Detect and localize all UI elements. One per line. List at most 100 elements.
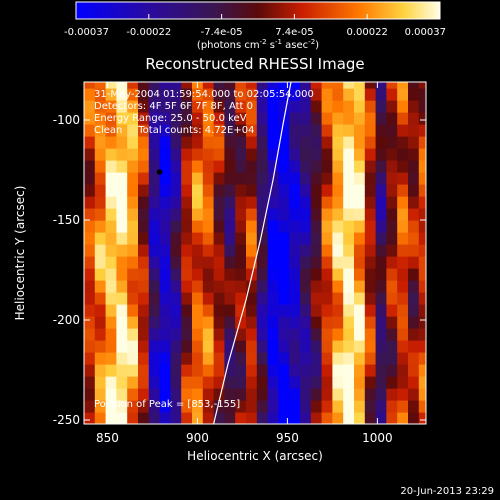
- heatmap-cell: [213, 244, 225, 257]
- heatmap-cell: [278, 412, 290, 424]
- heatmap-cell: [148, 112, 161, 125]
- heatmap-cell: [408, 316, 420, 329]
- heatmap-cell: [148, 232, 161, 245]
- heatmap-cell: [300, 316, 312, 329]
- heatmap-cell: [343, 280, 355, 293]
- heatmap-cell: [343, 340, 355, 353]
- heatmap-cell: [408, 292, 420, 305]
- heatmap-cell: [354, 400, 366, 413]
- heatmap-cell: [192, 220, 204, 233]
- heatmap-cell: [278, 232, 290, 245]
- info-line-clean: Clean Total counts: 4.72E+04: [94, 125, 254, 136]
- heatmap-cell: [343, 220, 355, 233]
- heatmap-cell: [105, 364, 117, 377]
- heatmap-cell: [202, 376, 215, 389]
- axis-ticks: 850 900 950 1000 -100 -150 -200 -250: [53, 82, 426, 445]
- heatmap-cell: [116, 112, 128, 125]
- heatmap-cell: [159, 184, 171, 197]
- heatmap-cell: [267, 100, 279, 113]
- heatmap-cell: [332, 136, 344, 149]
- heatmap-cell: [300, 340, 312, 353]
- heatmap-cell: [289, 112, 301, 125]
- heatmap-cell: [159, 88, 171, 101]
- heatmap-cell: [246, 340, 258, 353]
- heatmap-cell: [418, 400, 426, 413]
- heatmap-cell: [170, 304, 182, 317]
- heatmap-cell: [364, 304, 377, 317]
- heatmap-cell: [84, 412, 96, 424]
- heatmap-cell: [213, 268, 225, 281]
- heatmap-cell: [213, 136, 225, 149]
- heatmap-cell: [181, 316, 193, 329]
- heatmap-cell: [84, 316, 96, 329]
- heatmap-cell: [213, 232, 225, 245]
- heatmap-cell: [116, 196, 128, 209]
- heatmap-cell: [127, 304, 139, 317]
- y-tick-label: -100: [53, 113, 80, 127]
- heatmap-cell: [408, 376, 420, 389]
- heatmap-cell: [364, 136, 377, 149]
- heatmap-cell: [364, 280, 377, 293]
- heatmap-cell: [397, 388, 409, 401]
- heatmap-cell: [278, 400, 290, 413]
- heatmap-cell: [300, 184, 312, 197]
- heatmap-cell: [213, 376, 225, 389]
- heatmap-cell: [375, 208, 387, 221]
- heatmap-cell: [235, 304, 247, 317]
- heatmap-cell: [94, 82, 107, 89]
- heatmap-cell: [127, 172, 139, 185]
- heatmap-cell: [386, 388, 398, 401]
- heatmap-cell: [84, 364, 96, 377]
- heatmap-cell: [289, 268, 301, 281]
- heatmap-cell: [202, 148, 215, 161]
- heatmap-cell: [256, 100, 269, 113]
- heatmap-cell: [181, 148, 193, 161]
- heatmap-cell: [364, 376, 377, 389]
- heatmap-cell: [332, 184, 344, 197]
- heatmap-cell: [310, 280, 323, 293]
- heatmap-cell: [289, 352, 301, 365]
- heatmap-cell: [354, 82, 366, 89]
- heatmap-cell: [246, 292, 258, 305]
- heatmap-cell: [397, 220, 409, 233]
- heatmap-cell: [408, 136, 420, 149]
- heatmap-cell: [332, 82, 344, 89]
- heatmap-cell: [105, 160, 117, 173]
- heatmap-cell: [192, 340, 204, 353]
- heatmap-cell: [246, 148, 258, 161]
- heatmap-cell: [310, 196, 323, 209]
- heatmap-cell: [289, 388, 301, 401]
- heatmap-cell: [310, 100, 323, 113]
- heatmap-cell: [310, 136, 323, 149]
- heatmap-cell: [289, 196, 301, 209]
- heatmap-cell: [202, 160, 215, 173]
- colorbar: -0.00037 -0.00022 -7.4e-05 7.4e-05 0.00022 0.…: [64, 1, 446, 51]
- heatmap-cell: [170, 376, 182, 389]
- heatmap-cell: [94, 256, 107, 269]
- heatmap-cell: [235, 400, 247, 413]
- heatmap-cell: [375, 136, 387, 149]
- heatmap-cell: [375, 196, 387, 209]
- heatmap-cell: [332, 196, 344, 209]
- heatmap-cell: [116, 82, 128, 89]
- y-axis-label: Heliocentric Y (arcsec): [13, 186, 27, 321]
- heatmap-cell: [289, 220, 301, 233]
- heatmap-cell: [310, 340, 323, 353]
- heatmap-cell: [138, 268, 150, 281]
- heatmap-cell: [343, 412, 355, 424]
- heatmap-cell: [181, 328, 193, 341]
- heatmap-cell: [127, 316, 139, 329]
- heatmap-cell: [202, 400, 215, 413]
- heatmap-cell: [127, 82, 139, 89]
- heatmap-cell: [192, 88, 204, 101]
- heatmap-cell: [321, 352, 333, 365]
- heatmap-cell: [202, 232, 215, 245]
- heatmap-cell: [170, 112, 182, 125]
- heatmap-cell: [127, 256, 139, 269]
- heatmap-cell: [159, 340, 171, 353]
- heatmap-cell: [332, 388, 344, 401]
- heatmap-cell: [202, 340, 215, 353]
- colorbar-tick-label: 0.00022: [347, 27, 388, 38]
- heatmap-cell: [418, 100, 426, 113]
- heatmap-cell: [105, 256, 117, 269]
